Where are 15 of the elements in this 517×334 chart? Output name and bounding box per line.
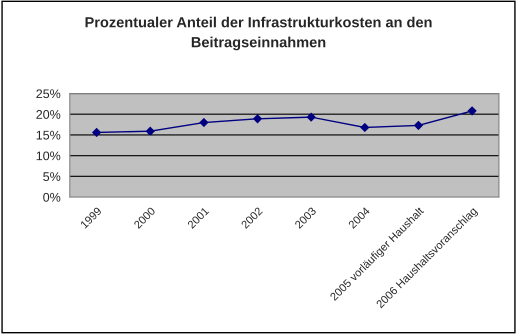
point <box>253 114 262 124</box>
y-tick-label: 25% <box>36 89 60 98</box>
point <box>414 120 423 130</box>
point <box>468 106 477 116</box>
y-tick-label: 20% <box>36 110 60 119</box>
point <box>92 128 102 137</box>
point <box>360 123 370 132</box>
chart-title: Prozentualer Anteil der Infrastrukturkosten an den Beitragseinnahmen <box>86 16 432 50</box>
y-tick-label: 0% <box>43 192 60 202</box>
point <box>146 126 155 136</box>
y-tick-label: 10% <box>36 151 60 160</box>
y-tick-label: 15% <box>36 130 60 140</box>
point <box>199 118 208 127</box>
y-tick-label: 5% <box>43 172 60 182</box>
point <box>306 112 316 122</box>
